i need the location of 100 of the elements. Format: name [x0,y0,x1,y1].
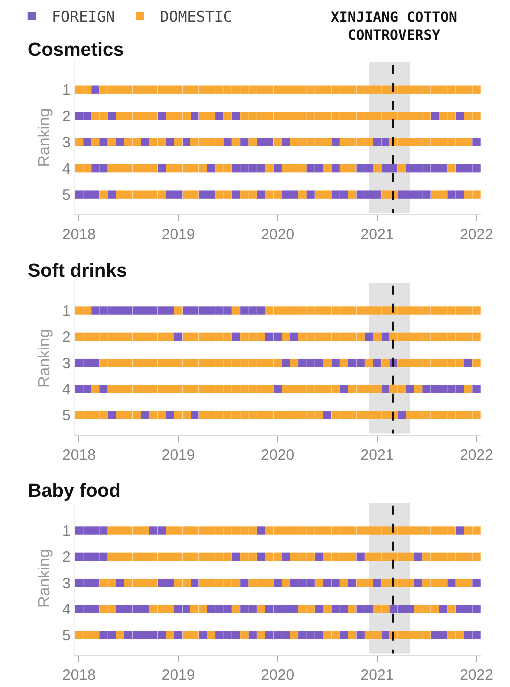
point [158,86,166,94]
point [439,526,448,535]
point [224,112,232,120]
point [414,86,423,94]
point [75,306,84,315]
point [265,526,274,535]
point [207,385,216,394]
point [198,605,208,614]
point [116,578,124,588]
point [91,605,100,614]
point [431,138,440,146]
point [108,526,116,535]
point [364,138,374,146]
point [75,138,84,146]
point [398,138,406,146]
point [232,385,240,394]
point [108,138,116,146]
x-tick-label: 2018 [62,447,96,464]
point [306,358,315,368]
point [141,552,150,562]
point [240,411,249,420]
point [323,385,332,394]
point [382,138,390,146]
point [224,605,232,614]
point [398,578,406,588]
point [282,358,290,368]
point [356,86,365,94]
x-tick-label: 2020 [261,667,295,684]
point [414,190,423,199]
point [472,578,481,588]
point [248,306,257,315]
point [248,411,257,420]
point [464,578,472,588]
point [100,631,108,640]
point [182,385,192,394]
point [456,164,464,173]
point [232,411,240,420]
point [414,578,423,588]
point [207,138,216,146]
point [332,190,340,199]
point [298,190,307,199]
point [232,86,240,94]
point [348,385,357,394]
point [348,190,357,199]
point [340,578,348,588]
point [274,631,282,640]
point [448,112,456,120]
point [439,605,448,614]
point [198,578,208,588]
point [315,578,324,588]
point [340,190,348,199]
point [108,578,116,588]
point [158,138,166,146]
point [356,306,365,315]
point [124,138,133,146]
point [274,605,282,614]
point [216,411,224,420]
point [472,358,481,368]
point [356,552,365,562]
point [232,526,240,535]
point [431,385,440,394]
point [431,332,440,342]
point [224,578,232,588]
point [166,138,174,146]
point [124,86,133,94]
point [124,411,133,420]
point [108,605,116,614]
point [232,164,240,173]
point [398,605,406,614]
point [141,112,150,120]
point [232,138,240,146]
y-tick-label: 4 [62,381,71,398]
point [332,138,340,146]
y-tick-label: 2 [62,549,71,566]
point [141,306,150,315]
point [166,358,174,368]
point [348,631,357,640]
point [315,164,324,173]
point [190,358,199,368]
point [298,411,307,420]
point [265,578,274,588]
point [306,605,315,614]
point [298,112,307,120]
point [248,578,257,588]
point [290,526,298,535]
point [464,190,472,199]
point [356,112,365,120]
point [290,578,298,588]
point [406,332,414,342]
point [91,190,100,199]
point [224,411,232,420]
point [422,385,431,394]
point [448,358,456,368]
point [274,332,282,342]
point [323,138,332,146]
point [166,306,174,315]
point [290,631,298,640]
point [240,164,249,173]
point [158,578,166,588]
point [174,552,183,562]
